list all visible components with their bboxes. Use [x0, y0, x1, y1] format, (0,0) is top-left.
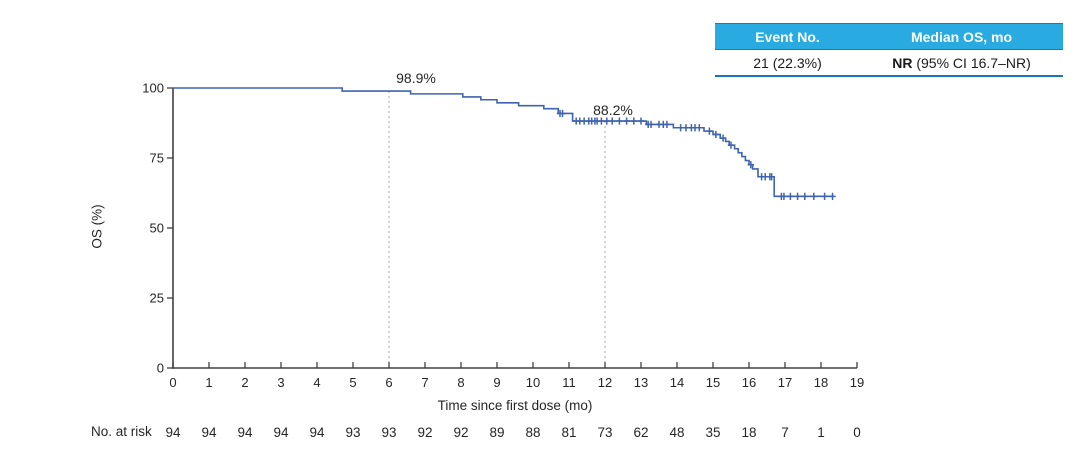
- x-tick-label: 9: [493, 375, 500, 390]
- header-event-no: Event No.: [755, 28, 820, 45]
- at-risk-value: 62: [633, 425, 648, 440]
- at-risk-value: 1: [817, 425, 825, 440]
- x-tick-label: 11: [562, 375, 576, 390]
- at-risk-value: 73: [597, 425, 612, 440]
- y-tick-label: 75: [150, 151, 164, 166]
- summary-table: Event No. Median OS, mo 21 (22.3%) NR (9…: [715, 23, 1063, 77]
- at-risk-value: 94: [237, 425, 253, 440]
- at-risk-value: 35: [705, 425, 720, 440]
- x-tick-label: 8: [457, 375, 464, 390]
- y-tick-label: 100: [142, 81, 164, 96]
- at-risk-value: 94: [273, 425, 289, 440]
- median-os-value: NR (95% CI 16.7–NR): [860, 55, 1063, 71]
- at-risk-value: 94: [201, 425, 217, 440]
- x-tick-label: 4: [313, 375, 320, 390]
- at-risk-value: 7: [781, 425, 789, 440]
- x-tick-label: 16: [742, 375, 756, 390]
- at-risk-value: 88: [525, 425, 540, 440]
- x-tick-label: 2: [241, 375, 248, 390]
- annotation-6mo-rate: 98.9%: [396, 70, 436, 86]
- survival-curve: [173, 87, 834, 198]
- x-tick-label: 3: [277, 375, 284, 390]
- at-risk-value: 92: [453, 425, 468, 440]
- x-tick-label: 10: [526, 375, 540, 390]
- x-tick-label: 14: [670, 375, 684, 390]
- x-tick-label: 19: [850, 375, 864, 390]
- x-tick-label: 12: [598, 375, 612, 390]
- x-axis-title: Time since first dose (mo): [437, 398, 593, 413]
- censor-marks: [556, 109, 836, 200]
- at-risk-value: 89: [489, 425, 504, 440]
- median-os-nr: NR: [892, 54, 913, 71]
- x-tick-label: 15: [706, 375, 720, 390]
- summary-table-row: 21 (22.3%) NR (95% CI 16.7–NR): [715, 50, 1063, 77]
- y-axis-title: OS (%): [89, 204, 105, 249]
- x-tick-label: 7: [421, 375, 428, 390]
- at-risk-value: 94: [165, 425, 181, 440]
- x-tick-label: 0: [169, 375, 176, 390]
- at-risk-value: 93: [345, 425, 360, 440]
- at-risk-label: No. at risk: [91, 424, 152, 439]
- x-tick-label: 18: [814, 375, 828, 390]
- x-tick-label: 17: [778, 375, 792, 390]
- at-risk-value: 94: [309, 425, 325, 440]
- median-os-ci: (95% CI 16.7–NR): [912, 54, 1031, 71]
- x-tick-label: 5: [349, 375, 356, 390]
- at-risk-value: 93: [381, 425, 396, 440]
- x-tick-label: 13: [634, 375, 648, 390]
- y-tick-label: 0: [157, 361, 164, 376]
- at-risk-value: 0: [853, 425, 861, 440]
- y-tick-label: 50: [150, 221, 164, 236]
- summary-table-header: Event No. Median OS, mo: [715, 23, 1063, 50]
- annotation-12mo-rate: 88.2%: [593, 102, 633, 118]
- at-risk-value: 81: [561, 425, 576, 440]
- event-no-value: 21 (22.3%): [753, 54, 822, 71]
- y-tick-label: 25: [150, 291, 164, 306]
- at-risk-value: 48: [669, 425, 684, 440]
- x-tick-label: 1: [205, 375, 212, 390]
- at-risk-value: 18: [741, 425, 756, 440]
- header-median-os: Median OS, mo: [910, 28, 1013, 45]
- x-tick-label: 6: [385, 375, 392, 390]
- at-risk-value: 92: [417, 425, 432, 440]
